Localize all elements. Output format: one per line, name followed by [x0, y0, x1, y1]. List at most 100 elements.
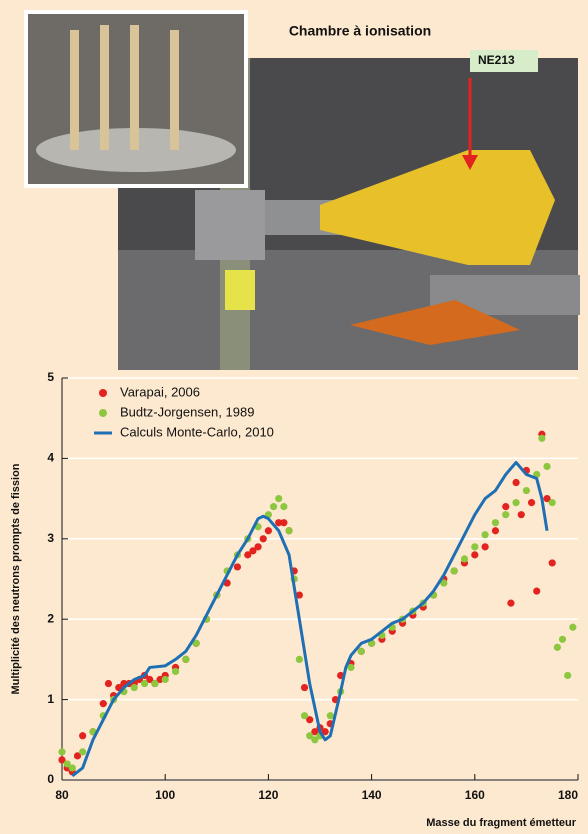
x-tick-label: 160 — [465, 788, 485, 802]
data-point — [79, 732, 87, 740]
data-point — [300, 712, 309, 720]
data-point — [280, 519, 288, 527]
legend-label: Varapai, 2006 — [120, 384, 200, 399]
data-point — [171, 667, 180, 676]
data-point — [99, 700, 107, 708]
inset-rod — [100, 25, 109, 150]
data-point — [295, 591, 303, 599]
data-point — [275, 495, 283, 503]
legend-label: Calculs Monte-Carlo, 2010 — [120, 424, 274, 439]
x-axis-label: Masse du fragment émetteur — [426, 817, 576, 829]
legend-swatch — [99, 389, 107, 397]
data-point — [512, 499, 520, 507]
data-point — [161, 675, 169, 684]
data-point — [130, 683, 138, 692]
support — [350, 300, 520, 345]
data-point — [564, 671, 572, 680]
data-point — [306, 716, 314, 724]
data-line — [71, 460, 549, 778]
x-tick-label: 100 — [155, 788, 175, 802]
y-axis-label: Multiplicité des neutrons prompts de fis… — [10, 463, 22, 694]
data-point — [306, 732, 314, 740]
x-tick-label: 120 — [258, 788, 278, 802]
label-box — [470, 50, 538, 72]
data-point — [233, 563, 242, 571]
x-tick-label: 140 — [362, 788, 382, 802]
data-point — [548, 499, 556, 507]
y-tick-label: 2 — [47, 611, 54, 625]
data-point — [79, 748, 87, 756]
data-point — [558, 635, 567, 643]
data-point — [471, 543, 479, 551]
data-point — [311, 728, 319, 736]
data-point — [512, 478, 520, 487]
sign — [225, 270, 255, 310]
data-point — [156, 675, 164, 684]
legend-swatch — [99, 409, 107, 417]
data-point — [326, 712, 334, 720]
data-point — [182, 655, 190, 664]
data-point — [357, 647, 365, 655]
data-point — [481, 543, 489, 551]
data-point — [347, 663, 355, 672]
data-point — [140, 679, 149, 688]
data-point — [73, 752, 82, 760]
data-point — [321, 728, 329, 736]
chamber — [195, 190, 265, 260]
data-point — [569, 623, 577, 631]
data-point — [146, 675, 154, 684]
data-point — [264, 527, 272, 535]
y-tick-label: 5 — [47, 370, 54, 384]
plot: 0 1 2 3 4 5 80 100 120 140 160 180 Masse du fragment… — [10, 370, 579, 829]
data-point — [502, 503, 510, 511]
data-point — [502, 511, 510, 519]
data-point — [553, 643, 561, 651]
data-point — [517, 511, 525, 519]
data-point — [533, 587, 541, 595]
data-point — [280, 503, 288, 511]
data-point — [300, 683, 309, 692]
data-point — [450, 567, 458, 575]
photo-title: Chambre à ionisation — [289, 23, 431, 39]
data-point — [58, 748, 66, 756]
y-tick-label: 0 — [47, 772, 54, 786]
data-point — [63, 760, 71, 768]
data-point — [548, 559, 556, 567]
data-point — [527, 499, 536, 507]
data-point — [151, 679, 159, 688]
data-point — [543, 495, 551, 503]
data-point — [285, 527, 293, 535]
data-point — [311, 736, 319, 744]
data-point — [58, 756, 66, 764]
inset-rod — [70, 30, 79, 150]
data-point — [68, 764, 76, 772]
legend-label: Budtz-Jorgensen, 1989 — [120, 404, 254, 419]
inset-rod — [170, 30, 179, 150]
data-point — [104, 679, 113, 688]
data-point — [259, 535, 267, 543]
data-point — [538, 434, 546, 442]
data-point — [254, 543, 262, 551]
data-point — [269, 503, 278, 511]
arrow-head — [462, 155, 478, 170]
data-point — [244, 551, 252, 559]
photo: NE213 Chambre à ionisation — [24, 10, 580, 370]
y-tick-label: 3 — [47, 531, 54, 545]
data-point — [471, 551, 479, 559]
y-tick-label: 1 — [47, 692, 54, 706]
data-point — [481, 531, 489, 539]
legend-bg — [88, 380, 332, 446]
data-point — [522, 486, 531, 495]
data-point — [460, 555, 469, 563]
detector-cone — [320, 150, 555, 265]
x-tick-label: 180 — [558, 788, 578, 802]
data-point — [295, 655, 303, 664]
data-point — [543, 462, 551, 471]
data-point — [507, 599, 515, 607]
data-point — [491, 519, 500, 527]
data-point — [249, 547, 257, 555]
data-point — [491, 527, 500, 535]
detector-label: NE213 — [478, 53, 515, 67]
data-point — [192, 639, 200, 647]
